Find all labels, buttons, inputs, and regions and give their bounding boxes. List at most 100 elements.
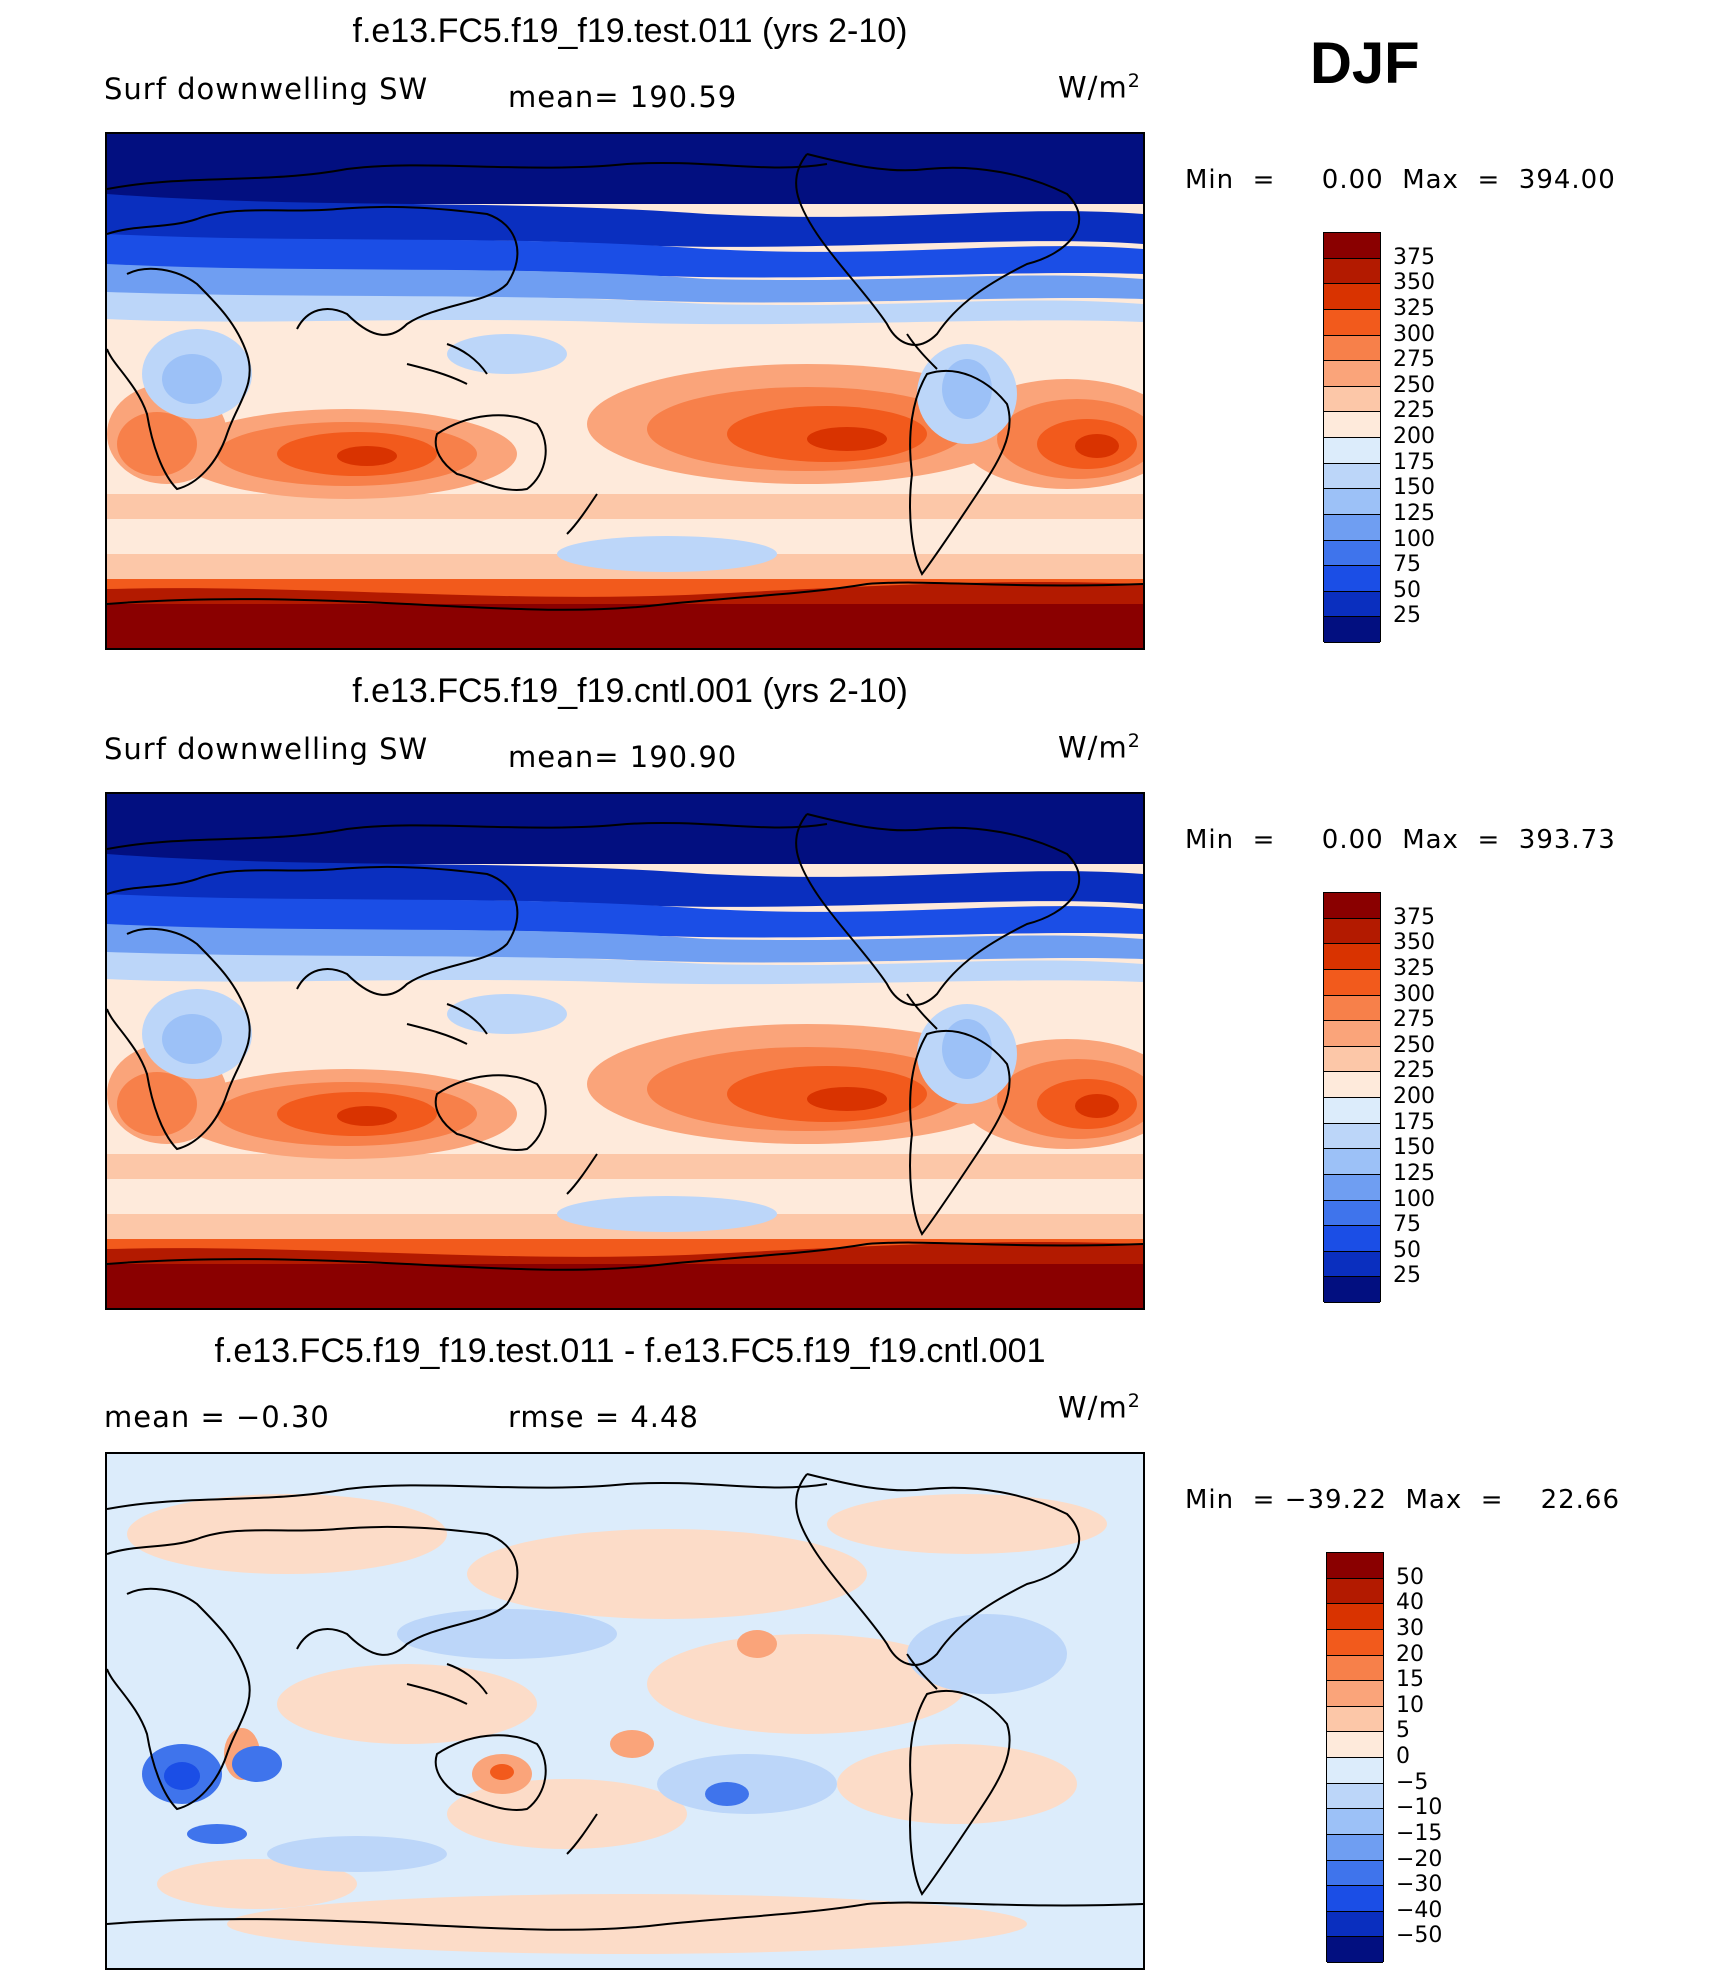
- colorbar-tick-label: 200: [1393, 1084, 1435, 1109]
- colorbar-tick-label: 350: [1393, 930, 1435, 956]
- colorbar-tick-label: 25: [1393, 603, 1421, 629]
- colorbar-tick-label: 30: [1396, 1615, 1424, 1641]
- colorbar-tick-label: 225: [1393, 398, 1435, 424]
- colorbar-tick-label: 15: [1396, 1667, 1424, 1693]
- colorbar-swatch: [1327, 1604, 1383, 1630]
- colorbar-tick-label: 325: [1393, 295, 1435, 321]
- colorbar-swatch: [1327, 1860, 1383, 1887]
- colorbar-tick-label: 100: [1393, 1186, 1435, 1212]
- colorbar-tick-label: 375: [1393, 244, 1435, 270]
- colorbar-tick-label: 175: [1393, 1109, 1435, 1135]
- colorbar-swatch: [1327, 1629, 1383, 1656]
- colorbar-swatch: [1324, 258, 1380, 285]
- colorbar-swatch: [1327, 1553, 1383, 1579]
- colorbar-swatch: [1324, 918, 1380, 945]
- colorbar-swatch: [1324, 540, 1380, 567]
- colorbar-tick-label: 10: [1396, 1692, 1424, 1718]
- colorbar-tick-label: 300: [1393, 981, 1435, 1007]
- colorbar-swatch: [1324, 1021, 1380, 1047]
- colorbar-swatch: [1324, 566, 1380, 592]
- colorbar-box: [1323, 892, 1381, 1303]
- colorbar-tick-label: 250: [1393, 1032, 1435, 1058]
- colorbar-swatch: [1327, 1706, 1383, 1733]
- panel-3-mean-label: mean = −0.30: [104, 1400, 330, 1434]
- colorbar-swatch: [1327, 1655, 1383, 1682]
- colorbar-tick-label: 300: [1393, 321, 1435, 347]
- colorbar-tick-label: 50: [1393, 1237, 1421, 1263]
- colorbar-swatch: [1327, 1681, 1383, 1707]
- colorbar-swatch: [1324, 591, 1380, 618]
- panel-1-units-sup: 2: [1127, 70, 1141, 92]
- colorbar-tick-label: −40: [1396, 1897, 1443, 1923]
- panel-2-variable-label: Surf downwelling SW: [104, 732, 429, 766]
- colorbar-tick-label: −5: [1396, 1769, 1429, 1795]
- colorbar-swatch: [1324, 1098, 1380, 1124]
- panel-2-title: f.e13.FC5.f19_f19.cntl.001 (yrs 2-10): [352, 672, 908, 710]
- colorbar-swatch: [1324, 463, 1380, 490]
- panel-2-units: W/m2: [1058, 730, 1141, 765]
- panel-3-colorbar: 50 40 30 20 15 10 5 0 −5 −10 −15 −20 −30 −40 −50: [1326, 1552, 1456, 1963]
- colorbar-swatch: [1324, 1072, 1380, 1098]
- panel-2-mean-label: mean= 190.90: [508, 740, 738, 774]
- colorbar-tick-label: 150: [1393, 1135, 1435, 1161]
- panel-2-units-base: W/m: [1058, 730, 1128, 765]
- panel-2-minmax: Min = 0.00 Max = 393.73: [1185, 825, 1616, 855]
- colorbar-swatch: [1324, 617, 1380, 643]
- colorbar-tick-label: −50: [1396, 1923, 1443, 1949]
- colorbar-swatch: [1327, 1886, 1383, 1912]
- colorbar-tick-label: −30: [1396, 1872, 1443, 1898]
- panel-1-map: [105, 132, 1145, 650]
- colorbar-swatch: [1324, 386, 1380, 413]
- colorbar-tick-label: 350: [1393, 270, 1435, 296]
- panel-1-title: f.e13.FC5.f19_f19.test.011 (yrs 2-10): [352, 12, 908, 50]
- colorbar-tick-label: 275: [1393, 1007, 1435, 1033]
- colorbar-tick-label: −20: [1396, 1846, 1443, 1872]
- colorbar-tick-label: 175: [1393, 449, 1435, 475]
- panel-3-map: [105, 1452, 1145, 1970]
- colorbar-swatch: [1324, 284, 1380, 310]
- colorbar-box: [1326, 1552, 1384, 1963]
- panel-2-units-sup: 2: [1127, 730, 1141, 752]
- panel-1-mean-label: mean= 190.59: [508, 80, 738, 114]
- panel-1-map-svg: [107, 134, 1143, 648]
- colorbar-swatch: [1324, 361, 1380, 387]
- colorbar-tick-label: 150: [1393, 475, 1435, 501]
- colorbar-tick-label: 75: [1393, 552, 1421, 578]
- panel-1-minmax: Min = 0.00 Max = 394.00: [1185, 165, 1616, 195]
- panel-1-units: W/m2: [1058, 70, 1141, 105]
- colorbar-swatch: [1327, 1783, 1383, 1810]
- colorbar-swatch: [1324, 1226, 1380, 1252]
- panel-1-variable-label: Surf downwelling SW: [104, 72, 429, 106]
- season-label: DJF: [1310, 31, 1420, 96]
- colorbar-swatch: [1324, 412, 1380, 438]
- colorbar-tick-label: 5: [1396, 1718, 1410, 1744]
- panel-3-minmax: Min = −39.22 Max = 22.66: [1185, 1485, 1621, 1515]
- colorbar-tick-label: 250: [1393, 372, 1435, 398]
- colorbar-swatch: [1324, 514, 1380, 541]
- colorbar-swatch: [1324, 1123, 1380, 1150]
- panel-1-colorbar: 375 350 325 300 275 250 225 200 175 150 125 100 75 50…: [1323, 232, 1443, 643]
- colorbar-tick-label: 40: [1396, 1590, 1424, 1616]
- panel-2-map: [105, 792, 1145, 1310]
- colorbar-tick-label: 200: [1393, 424, 1435, 449]
- colorbar-swatch: [1327, 1578, 1383, 1605]
- colorbar-tick-label: 50: [1393, 577, 1421, 603]
- colorbar-tick-label: 375: [1393, 904, 1435, 930]
- colorbar-swatch: [1327, 1834, 1383, 1861]
- colorbar-swatch: [1324, 1174, 1380, 1201]
- panel-3-units: W/m2: [1058, 1390, 1141, 1425]
- colorbar-tick-label: −15: [1396, 1820, 1443, 1846]
- colorbar-tick-label: 75: [1393, 1212, 1421, 1238]
- panel-3-title: f.e13.FC5.f19_f19.test.011 - f.e13.FC5.f…: [214, 1332, 1046, 1370]
- colorbar-tick-label: 225: [1393, 1058, 1435, 1084]
- colorbar-swatch: [1324, 944, 1380, 970]
- colorbar-tick-label: 20: [1396, 1641, 1424, 1667]
- panel-3-map-svg: [107, 1454, 1143, 1968]
- panel-3-units-sup: 2: [1127, 1390, 1141, 1412]
- colorbar-swatch: [1324, 1046, 1380, 1073]
- panel-1-units-base: W/m: [1058, 70, 1128, 105]
- colorbar-swatch: [1327, 1937, 1383, 1963]
- colorbar-swatch: [1324, 1200, 1380, 1227]
- colorbar-swatch: [1327, 1911, 1383, 1938]
- colorbar-tick-label: −10: [1396, 1795, 1443, 1821]
